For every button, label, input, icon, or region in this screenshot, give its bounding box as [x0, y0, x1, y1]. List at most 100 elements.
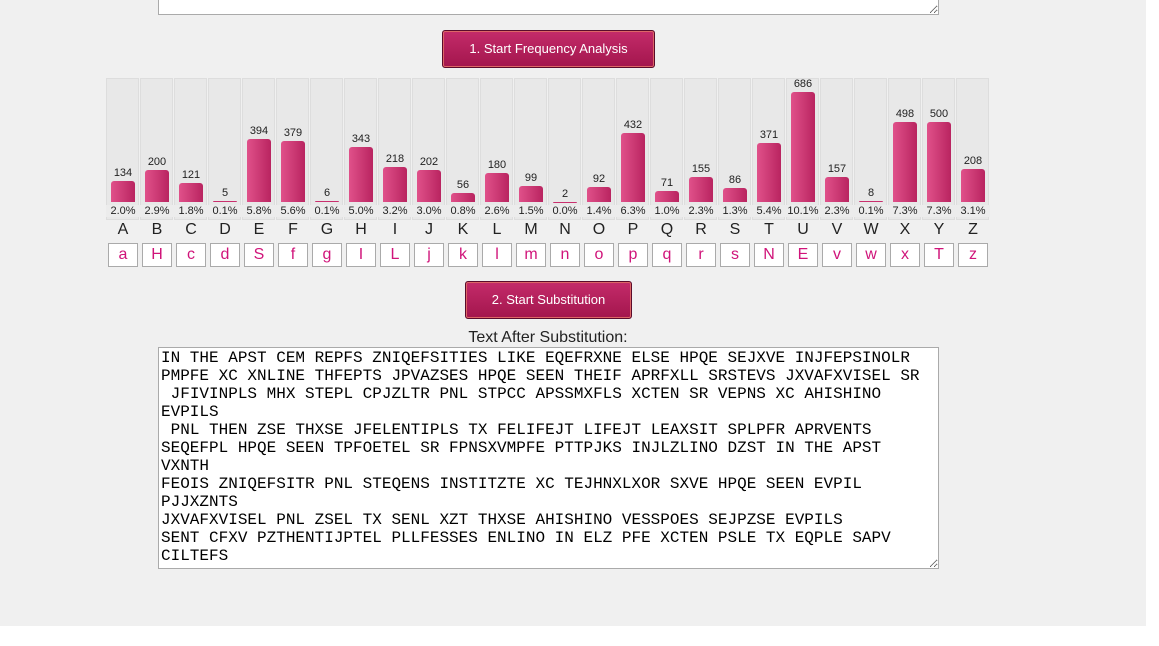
letter: O — [592, 221, 606, 238]
bar — [893, 122, 917, 202]
letter: H — [355, 221, 367, 238]
output-text[interactable]: IN THE APST CEM REPFS ZNIQEFSITIES LIKE … — [158, 347, 939, 569]
analyze-button[interactable]: 1. Start Frequency Analysis — [442, 30, 655, 68]
bar — [145, 169, 169, 202]
count-label: 200 — [147, 155, 167, 168]
substitution-input[interactable]: l — [482, 243, 512, 267]
bar — [485, 173, 509, 202]
letter: J — [425, 221, 433, 238]
letter: P — [627, 221, 639, 238]
letter: A — [117, 221, 129, 238]
percentage: 2.3% — [684, 205, 718, 217]
bar — [247, 138, 271, 202]
substitution-input[interactable]: d — [210, 243, 240, 267]
substitution-input[interactable]: H — [142, 243, 172, 267]
count-label: 208 — [963, 154, 983, 167]
substitution-input[interactable]: z — [958, 243, 988, 267]
count-label: 432 — [623, 118, 643, 131]
bar — [315, 201, 339, 203]
count-label: 121 — [181, 168, 201, 181]
bar — [621, 132, 645, 202]
substitution-input[interactable]: S — [244, 243, 274, 267]
substitution-input[interactable]: N — [754, 243, 784, 267]
bar — [349, 147, 373, 202]
count-label: 371 — [759, 128, 779, 141]
substitution-input[interactable]: r — [686, 243, 716, 267]
percentage: 1.0% — [650, 205, 684, 217]
substitution-input[interactable]: j — [414, 243, 444, 267]
letter: Q — [660, 221, 674, 238]
letter: D — [219, 221, 231, 238]
percentage: 0.0% — [548, 205, 582, 217]
percentage: 0.1% — [854, 205, 888, 217]
letter: R — [695, 221, 707, 238]
bar — [553, 201, 577, 203]
letter: V — [831, 221, 843, 238]
column — [854, 78, 887, 220]
percentage: 3.0% — [412, 205, 446, 217]
count-label: 92 — [592, 173, 606, 186]
count-label: 218 — [385, 153, 405, 166]
substitution-input[interactable]: a — [108, 243, 138, 267]
substitution-input[interactable]: E — [788, 243, 818, 267]
count-label: 2 — [561, 187, 569, 200]
letter: I — [392, 221, 398, 238]
substitute-button[interactable]: 2. Start Substitution — [465, 281, 632, 319]
letter: L — [492, 221, 502, 238]
percentage: 2.9% — [140, 205, 174, 217]
substitution-input[interactable]: p — [618, 243, 648, 267]
letter: W — [863, 221, 879, 238]
bar — [825, 176, 849, 202]
count-label: 379 — [283, 127, 303, 140]
bar — [859, 200, 883, 202]
letter: N — [559, 221, 571, 238]
count-label: 56 — [456, 179, 470, 192]
letter: U — [797, 221, 809, 238]
count-label: 86 — [728, 174, 742, 187]
substitution-input[interactable]: w — [856, 243, 886, 267]
percentage: 7.3% — [888, 205, 922, 217]
column — [548, 78, 581, 220]
count-label: 6 — [323, 187, 331, 200]
count-label: 686 — [793, 78, 813, 90]
percentage: 5.0% — [344, 205, 378, 217]
substitution-input[interactable]: c — [176, 243, 206, 267]
count-label: 394 — [249, 124, 269, 137]
input-text[interactable]: cfxy suhto bhdnjkul yx eutl eapy ptl hc … — [158, 0, 939, 15]
substitution-input[interactable]: s — [720, 243, 750, 267]
count-label: 5 — [221, 187, 229, 200]
substitution-input[interactable]: m — [516, 243, 546, 267]
substitution-input[interactable]: T — [924, 243, 954, 267]
substitution-input[interactable]: n — [550, 243, 580, 267]
percentage: 5.4% — [752, 205, 786, 217]
column — [208, 78, 241, 220]
substitution-input[interactable]: o — [584, 243, 614, 267]
bar — [111, 180, 135, 202]
count-label: 99 — [524, 172, 538, 185]
percentage: 5.8% — [242, 205, 276, 217]
count-label: 500 — [929, 107, 949, 120]
letter: S — [729, 221, 741, 238]
percentage: 0.1% — [310, 205, 344, 217]
substitution-input[interactable]: f — [278, 243, 308, 267]
letter: M — [524, 221, 538, 238]
count-label: 71 — [660, 176, 674, 189]
percentage: 1.5% — [514, 205, 548, 217]
percentage: 3.1% — [956, 205, 990, 217]
bar — [179, 182, 203, 202]
bar — [689, 177, 713, 202]
count-label: 180 — [487, 159, 507, 172]
letter: Z — [968, 221, 978, 238]
substitution-input[interactable]: L — [380, 243, 410, 267]
bar — [383, 167, 407, 202]
substitution-input[interactable]: g — [312, 243, 342, 267]
substitution-input[interactable]: q — [652, 243, 682, 267]
letter: T — [764, 221, 774, 238]
percentage: 2.0% — [106, 205, 140, 217]
substitution-input[interactable]: v — [822, 243, 852, 267]
letter: K — [457, 221, 469, 238]
substitution-input[interactable]: k — [448, 243, 478, 267]
substitution-input[interactable]: x — [890, 243, 920, 267]
substitution-input[interactable]: I — [346, 243, 376, 267]
